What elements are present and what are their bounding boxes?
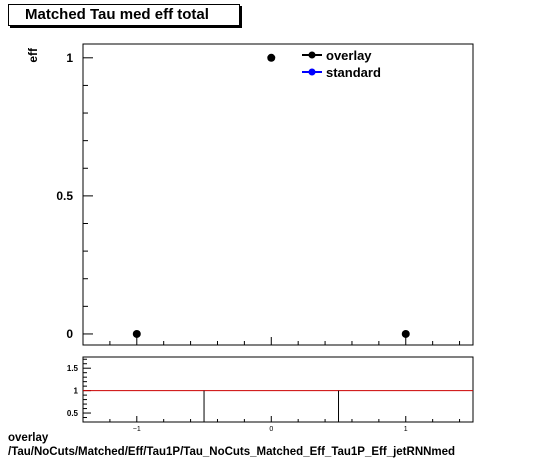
x-tick-label: 1 bbox=[404, 426, 408, 433]
footer-line-2: /Tau/NoCuts/Matched/Eff/Tau1P/Tau_NoCuts… bbox=[8, 446, 456, 458]
ratio-plot-frame bbox=[82, 356, 474, 423]
y-tick-label: 0 bbox=[66, 327, 73, 341]
legend-marker-overlay bbox=[308, 51, 316, 59]
chart-title: Matched Tau med eff total bbox=[8, 4, 240, 26]
legend: overlay standard bbox=[302, 48, 381, 80]
overlay-point bbox=[267, 53, 276, 62]
legend-marker-standard bbox=[308, 68, 316, 76]
ratio-y-tick-label: 1.5 bbox=[67, 364, 79, 373]
ratio-plot: 0.5 1 1.5 −1 0 1 bbox=[67, 356, 474, 433]
x-tick-label: −1 bbox=[133, 426, 141, 433]
footer-line-1: overlay bbox=[8, 432, 49, 444]
y-tick-label: 0.5 bbox=[56, 189, 73, 203]
y-axis-label: eff bbox=[26, 47, 40, 63]
x-tick-label: 0 bbox=[269, 426, 273, 433]
main-plot: 0 0.5 1 eff bbox=[26, 43, 474, 346]
legend-label-overlay: overlay bbox=[326, 48, 372, 63]
ratio-y-tick-label: 0.5 bbox=[67, 409, 79, 418]
main-plot-frame bbox=[82, 43, 474, 346]
ratio-y-tick-label: 1 bbox=[74, 387, 79, 396]
y-tick-label: 1 bbox=[66, 51, 73, 65]
overlay-point bbox=[401, 329, 410, 338]
overlay-point bbox=[132, 329, 141, 338]
legend-label-standard: standard bbox=[326, 65, 381, 80]
